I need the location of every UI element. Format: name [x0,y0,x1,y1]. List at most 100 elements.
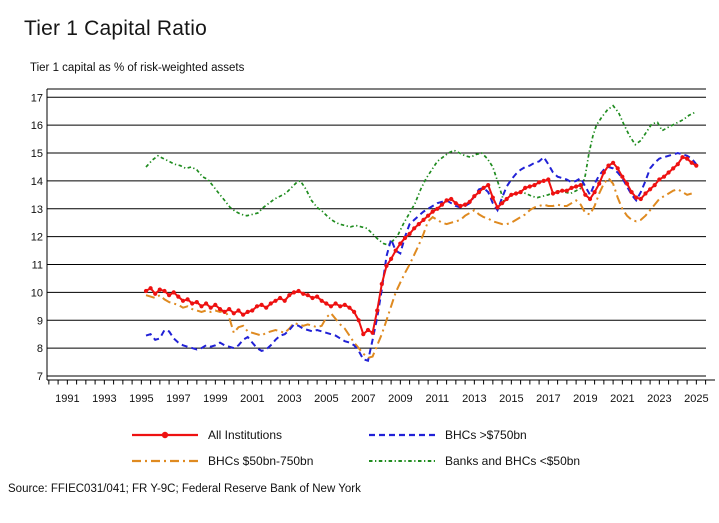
y-tick-label: 12 [31,232,43,244]
x-tick-label: 2015 [499,393,523,405]
y-tick-label: 16 [31,120,43,132]
marker-all-institutions [268,301,273,306]
marker-all-institutions [560,188,565,193]
legend-label-banks-bhcs-lt50bn: Banks and BHCs <$50bn [445,454,581,468]
x-tick-label: 1993 [92,393,116,405]
marker-all-institutions [352,309,357,314]
marker-all-institutions [606,163,611,168]
marker-all-institutions [444,198,449,203]
marker-all-institutions [541,178,546,183]
x-tick-label: 1999 [203,393,227,405]
marker-all-institutions [273,298,278,303]
marker-all-institutions [449,196,454,202]
marker-all-institutions [504,196,509,202]
marker-all-institutions [430,209,435,214]
marker-all-institutions [657,177,662,182]
marker-all-institutions [500,201,505,206]
marker-all-institutions [301,291,306,296]
marker-all-institutions [254,304,260,309]
marker-all-institutions [597,181,602,186]
marker-all-institutions [601,170,606,175]
legend-marker-sample [161,431,169,439]
marker-all-institutions [592,190,597,195]
y-tick-label: 8 [37,343,43,355]
marker-all-institutions [310,295,315,301]
marker-all-institutions [490,195,495,200]
marker-all-institutions [167,293,172,298]
y-tick-label: 10 [31,287,43,299]
legend-item-bhcs-50bn-750bn: BHCs $50bn-750bn [131,454,313,468]
marker-all-institutions [204,301,209,306]
legend-item-bhcs-gt750bn: BHCs >$750bn [368,428,527,442]
legend-swatch-bhcs-50bn-750bn [132,459,198,463]
x-tick-label: 2001 [240,393,264,405]
marker-all-institutions [439,202,445,207]
marker-all-institutions [208,305,213,310]
marker-all-institutions [176,294,181,299]
marker-all-institutions [180,298,186,303]
marker-all-institutions [236,308,241,313]
line-bhcs-gt750bn [145,151,698,362]
marker-all-institutions [564,188,569,193]
marker-all-institutions [643,191,648,196]
marker-all-institutions [458,203,463,209]
x-tick-label: 2007 [351,393,375,405]
marker-all-institutions [486,183,491,188]
marker-all-institutions [171,290,176,295]
marker-all-institutions [190,301,195,306]
legend-label-bhcs-50bn-750bn: BHCs $50bn-750bn [208,454,314,468]
page-title: Tier 1 Capital Ratio [24,17,207,40]
marker-all-institutions [652,183,657,188]
marker-all-institutions [467,199,472,204]
marker-all-institutions [615,166,620,171]
marker-all-institutions [356,318,361,323]
marker-all-institutions [629,190,634,195]
marker-all-institutions [231,311,236,316]
marker-all-institutions [518,190,523,195]
marker-all-institutions [532,183,537,188]
marker-all-institutions [194,300,199,305]
marker-all-institutions [342,302,347,307]
marker-all-institutions [245,309,250,314]
marker-all-institutions [463,202,468,207]
y-tick-label: 14 [31,176,43,188]
marker-all-institutions [398,241,403,246]
marker-all-institutions [426,213,431,218]
marker-all-institutions [666,170,671,175]
y-tick-label: 17 [31,92,43,104]
x-tick-label: 2017 [536,393,560,405]
marker-all-institutions [393,248,398,253]
marker-all-institutions [143,288,149,294]
marker-all-institutions [550,191,556,196]
legend-swatch-bhcs-gt750bn [369,433,435,437]
x-tick-label: 2005 [314,393,338,405]
marker-all-institutions [333,301,338,306]
y-tick-label: 9 [37,315,43,327]
marker-all-institutions [324,301,329,306]
marker-all-institutions [278,295,283,301]
marker-all-institutions [453,201,458,206]
legend-item-all-institutions: All Institutions [131,428,282,442]
marker-all-institutions [282,298,287,303]
marker-all-institutions [347,305,352,310]
legend-label-bhcs-gt750bn: BHCs >$750bn [445,428,527,442]
y-tick-label: 13 [31,204,43,216]
marker-all-institutions [555,190,560,195]
marker-all-institutions [546,177,551,182]
marker-all-institutions [287,293,292,298]
x-tick-label: 2011 [426,393,450,405]
marker-all-institutions [694,163,699,168]
marker-all-institutions [259,302,264,307]
legend-swatch-banks-bhcs-lt50bn [369,460,435,462]
marker-all-institutions [217,307,223,312]
marker-all-institutions [296,288,301,294]
marker-all-institutions [315,294,320,299]
marker-all-institutions [407,231,412,236]
marker-all-institutions [250,308,255,313]
marker-all-institutions [370,330,375,335]
legend-item-banks-bhcs-lt50bn: Banks and BHCs <$50bn [368,454,580,468]
marker-all-institutions [634,195,639,200]
marker-all-institutions [365,327,371,333]
chart-subtitle: Tier 1 capital as % of risk-weighted ass… [30,62,245,74]
